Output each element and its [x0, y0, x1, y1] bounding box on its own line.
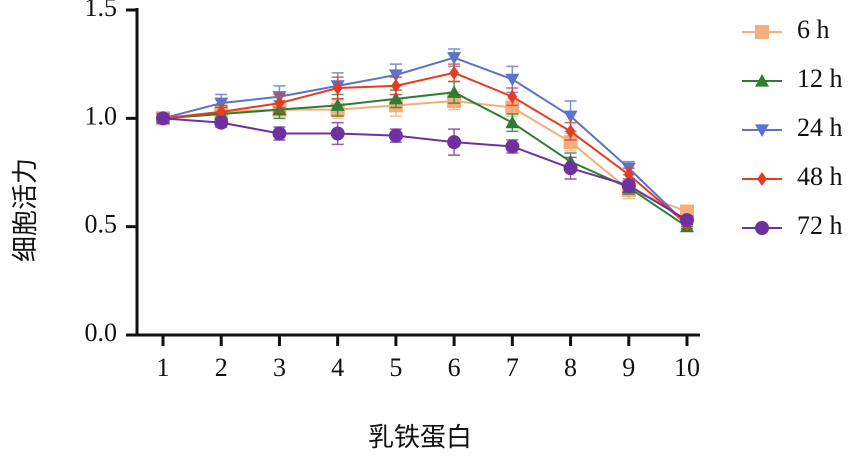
data-point [507, 89, 518, 104]
x-tick-label: 1 [157, 353, 170, 382]
series-line [162, 117, 688, 222]
legend-label: 12 h [797, 64, 843, 93]
data-point [274, 96, 285, 111]
series [157, 48, 693, 228]
data-point [447, 135, 462, 150]
x-tick-label: 8 [564, 353, 577, 382]
data-point [214, 97, 229, 111]
data-point [447, 85, 462, 98]
x-tick-label: 10 [674, 353, 700, 382]
series-line [162, 99, 688, 213]
x-tick-label: 6 [448, 353, 461, 382]
data-point [332, 81, 343, 95]
x-tick-label: 5 [389, 353, 402, 382]
legend-label: 24 h [797, 113, 843, 142]
x-tick-label: 2 [215, 353, 228, 382]
series-line [162, 56, 688, 226]
data-point [563, 135, 578, 150]
data-point [563, 110, 578, 124]
series-line [162, 91, 688, 228]
legend-marker [755, 124, 769, 137]
x-tick-label: 7 [506, 353, 519, 382]
data-point [505, 100, 520, 115]
data-point [388, 69, 403, 82]
data-point [330, 126, 345, 141]
data-point [214, 115, 229, 130]
data-point [330, 98, 345, 111]
y-tick-label: 1.0 [85, 101, 118, 130]
y-tick-label: 1.5 [85, 0, 118, 22]
data-point [505, 139, 520, 154]
data-point [272, 126, 287, 141]
legend-marker [755, 74, 769, 87]
legend-label: 6 h [797, 15, 830, 44]
data-point [680, 213, 694, 228]
legend-marker [755, 25, 769, 39]
series [157, 115, 693, 226]
data-point [216, 104, 227, 119]
data-point [623, 167, 634, 182]
data-point [449, 65, 460, 80]
series [157, 63, 693, 228]
legend-label: 72 h [797, 211, 843, 240]
series-line [162, 71, 688, 226]
data-point [565, 124, 576, 139]
x-tick-label: 4 [331, 353, 344, 382]
data-point [388, 128, 403, 143]
legend-label: 48 h [797, 162, 843, 191]
data-point [621, 178, 636, 193]
data-point [388, 91, 403, 105]
y-axis-label: 细胞活力 [11, 158, 40, 262]
x-tick-label: 3 [273, 353, 286, 382]
data-point [390, 78, 401, 93]
data-point [563, 161, 578, 176]
x-axis-label: 乳铁蛋白 [368, 423, 472, 452]
data-point [156, 111, 170, 126]
y-tick-label: 0.5 [85, 210, 118, 239]
legend-marker [757, 172, 767, 186]
x-tick-label: 9 [622, 353, 635, 382]
legend-marker [755, 221, 769, 235]
data-point [447, 52, 462, 65]
y-tick-label: 0.0 [85, 318, 118, 347]
data-point [505, 115, 520, 129]
data-point [505, 73, 520, 87]
